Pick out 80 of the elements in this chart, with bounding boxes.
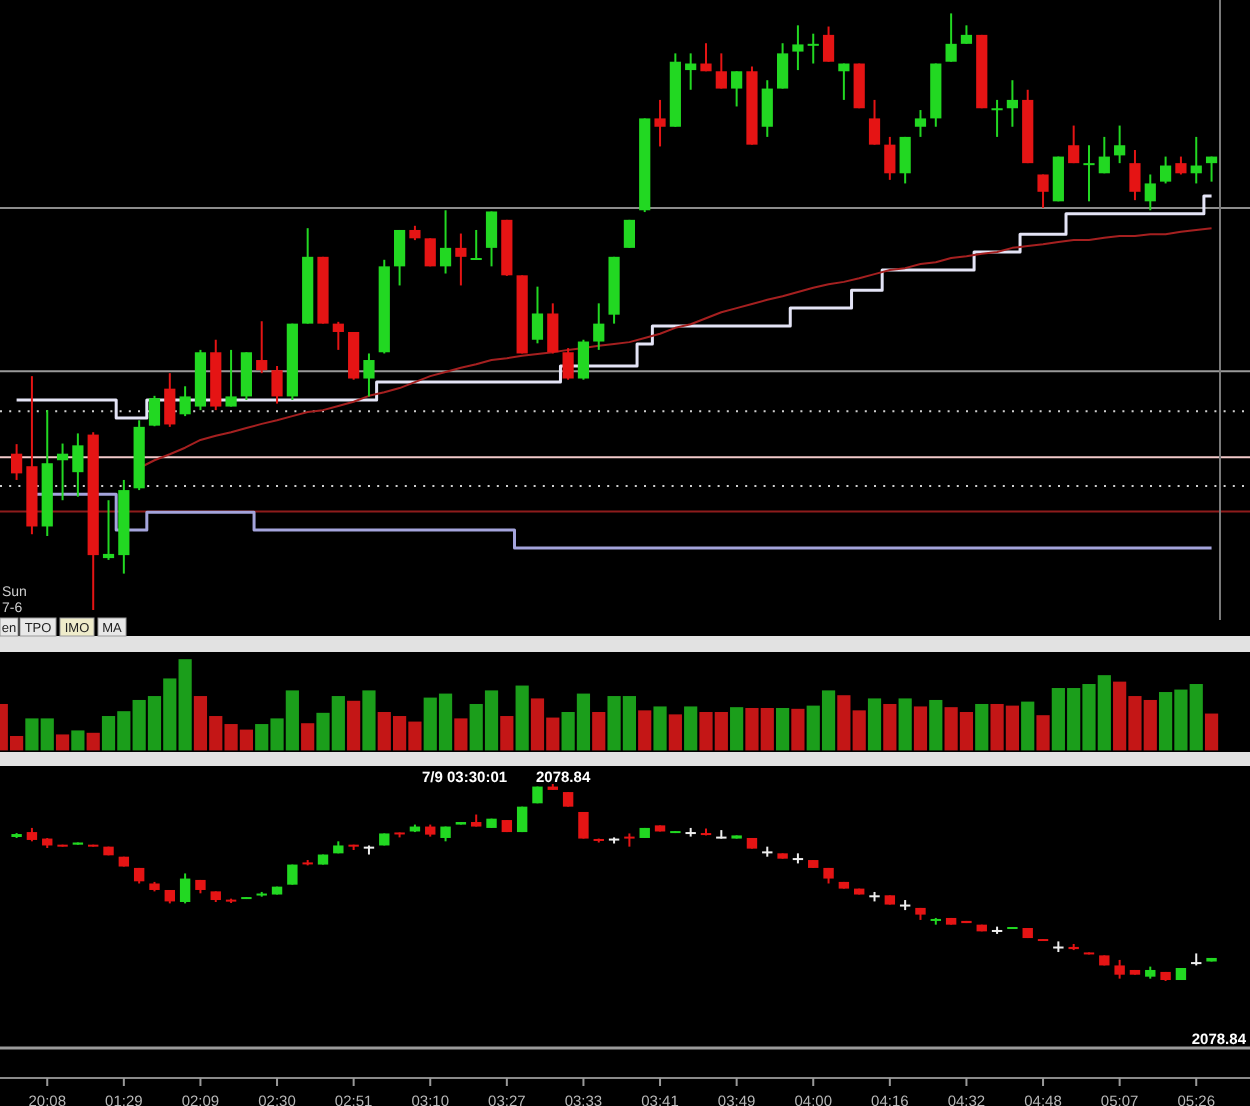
candlestick [1098,135,1110,175]
candlestick [700,42,712,73]
bar [776,707,790,751]
bar [913,706,928,751]
candlestick [914,109,927,138]
candlestick [1160,155,1172,185]
candlestick [899,135,911,185]
candlestick [578,810,589,840]
candlestick [792,24,804,72]
candlestick [424,237,436,268]
bar [975,703,989,751]
bar [653,706,667,751]
candlestick [777,42,789,90]
candlestick [225,348,237,408]
bar [791,708,805,751]
candlestick [807,32,819,65]
bar [301,723,315,751]
candlestick [1144,173,1156,212]
candlestick [348,330,360,381]
bar [454,718,468,751]
candlestick [1129,149,1141,202]
bar [867,698,882,751]
candlestick [439,209,452,275]
bar [929,699,943,751]
bar [347,700,361,751]
candlestick [884,135,896,181]
candlestick [577,338,590,381]
bar [500,716,514,751]
bar [1036,715,1050,751]
bar [1204,713,1219,751]
candlestick [562,347,574,381]
candlestick [731,70,743,108]
candlestick [179,872,191,905]
bar [730,707,744,751]
candlestick [761,79,773,138]
candlestick [1037,173,1049,209]
candlestick [1006,79,1018,128]
candlestick [470,228,482,261]
candlestick [1114,958,1125,980]
candlestick [991,98,1003,138]
bar [898,698,912,751]
bar [592,712,606,751]
candlestick [148,394,161,428]
candlestick [531,285,544,345]
candlestick [868,98,881,146]
candlestick [547,302,559,355]
candlestick [363,352,375,398]
candlestick [624,832,635,848]
bar [1021,701,1035,751]
candlestick [623,218,635,249]
candlestick [822,25,835,63]
candlestick [240,351,252,401]
bar [86,732,100,751]
candlestick [332,320,344,351]
candlestick [715,52,727,90]
bar [362,690,376,751]
candlestick [593,302,605,351]
candlestick [164,372,176,428]
candlestick [394,228,406,287]
bar [883,703,897,751]
candlestick [256,320,268,375]
candlestick [179,385,191,418]
bar [71,730,85,751]
candlestick [1068,124,1080,165]
candlestick [11,443,23,481]
bar [668,714,682,751]
candlestick [72,432,84,498]
bar [684,706,698,751]
candlestick [485,210,498,268]
candlestick [1083,144,1095,203]
candlestick [271,364,283,405]
bar [55,734,70,751]
candlestick [945,12,957,63]
candlestick [102,499,115,561]
candlestick [654,98,666,148]
bar [515,685,529,751]
candlestick [1114,124,1126,165]
candlestick [455,232,467,287]
bar [638,710,652,751]
candlestick [960,24,973,45]
